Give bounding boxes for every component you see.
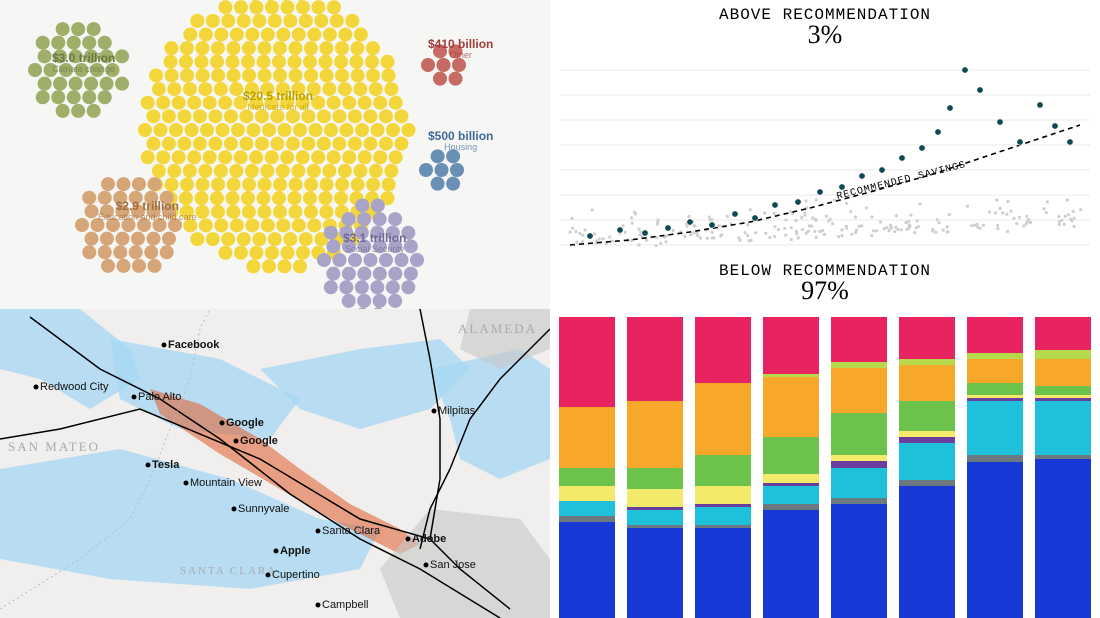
bar-segment-cyan — [967, 401, 1023, 455]
map-dot — [432, 409, 437, 414]
bar-segment-cyan — [695, 507, 751, 525]
bar-segment-yellow — [695, 486, 751, 504]
place-label: Campbell — [322, 599, 368, 611]
place-label: Tesla — [152, 459, 179, 471]
bar-segment-orange — [559, 407, 615, 467]
bar-segment-cyan — [1035, 401, 1091, 455]
map-dot — [184, 481, 189, 486]
bar-segment-pink — [831, 317, 887, 362]
bar-segment-blue — [763, 510, 819, 618]
place-label: Apple — [280, 545, 311, 557]
bar-segment-green — [763, 437, 819, 473]
bar-segment-blue — [559, 522, 615, 618]
place-label: Palo Alto — [138, 391, 181, 403]
map-dot — [274, 549, 279, 554]
bar-segment-lime — [1035, 350, 1091, 359]
bar-segment-green — [967, 383, 1023, 395]
bar-segment-orange — [831, 368, 887, 413]
panel-stacked-bars — [550, 309, 1100, 618]
bar-segment-pink — [967, 317, 1023, 353]
map-dot — [424, 563, 429, 568]
bar-segment-orange — [1035, 359, 1091, 386]
place-label: Adobe — [412, 533, 446, 545]
map-dot — [316, 529, 321, 534]
place-label: Milpitas — [438, 405, 475, 417]
scatter-pct-below: 97% — [550, 276, 1100, 306]
bar-segment-orange — [627, 401, 683, 467]
stacked-bar — [831, 317, 887, 618]
map-dot — [146, 463, 151, 468]
place-label: Facebook — [168, 339, 219, 351]
bar-segment-green — [899, 401, 955, 431]
bar-segment-pink — [1035, 317, 1091, 350]
place-label: Redwood City — [40, 381, 108, 393]
map-dot — [316, 603, 321, 608]
bar-segment-yellow — [627, 489, 683, 507]
bar-segment-orange — [695, 383, 751, 455]
bar-segment-cyan — [763, 486, 819, 504]
bar-segment-orange — [763, 377, 819, 437]
region-label: SANTA CLARA — [180, 565, 277, 577]
stacked-bar — [695, 317, 751, 618]
map-dot — [220, 421, 225, 426]
stacked-bar — [967, 317, 1023, 618]
map-dot — [34, 385, 39, 390]
stacked-bar — [763, 317, 819, 618]
bar-segment-orange — [967, 359, 1023, 383]
bar-segment-green — [831, 413, 887, 455]
bar-segment-blue — [627, 528, 683, 618]
packed-circles-svg — [0, 0, 550, 309]
panel-scatter: ABOVE RECOMMENDATION 3% RECOMMENDED SAVI… — [550, 0, 1100, 309]
stacked-bars-container — [550, 317, 1100, 618]
bar-segment-pink — [695, 317, 751, 383]
map-dot — [162, 343, 167, 348]
place-label: Google — [226, 417, 264, 429]
bar-segment-blue — [695, 528, 751, 618]
bar-segment-blue — [899, 486, 955, 618]
bar-segment-orange — [899, 365, 955, 401]
bar-segment-cyan — [627, 510, 683, 525]
bar-segment-pink — [899, 317, 955, 359]
place-label: Cupertino — [272, 569, 320, 581]
map-dot — [132, 395, 137, 400]
place-label: Google — [240, 435, 278, 447]
place-label: Sunnyvale — [238, 503, 289, 515]
bar-segment-green — [695, 455, 751, 485]
region-label: ALAMEDA — [458, 321, 537, 337]
stacked-bar — [899, 317, 955, 618]
bar-segment-yellow — [763, 474, 819, 483]
map-dot — [232, 507, 237, 512]
place-label: San Jose — [430, 559, 476, 571]
stacked-bar — [627, 317, 683, 618]
panel-packed-circles: $20.5 trillionMedicare for all$3.0 trill… — [0, 0, 550, 309]
chart-grid: $20.5 trillionMedicare for all$3.0 trill… — [0, 0, 1100, 618]
bar-segment-green — [1035, 386, 1091, 395]
bar-segment-cyan — [831, 468, 887, 498]
region-label: SAN MATEO — [8, 439, 100, 455]
bar-segment-green — [559, 468, 615, 486]
stacked-bar — [1035, 317, 1091, 618]
bar-segment-pink — [627, 317, 683, 401]
bar-segment-cyan — [559, 501, 615, 516]
map-dot — [406, 537, 411, 542]
stacked-bar — [559, 317, 615, 618]
bar-segment-pink — [559, 317, 615, 407]
bar-segment-cyan — [899, 443, 955, 479]
place-label: Mountain View — [190, 477, 262, 489]
bar-segment-blue — [831, 504, 887, 618]
panel-map: SAN MATEO SANTA CLARA ALAMEDA Facebook Redwo… — [0, 309, 550, 618]
bar-segment-yellow — [559, 486, 615, 501]
map-dot — [266, 573, 271, 578]
bar-segment-pink — [763, 317, 819, 374]
bar-segment-green — [627, 468, 683, 489]
bar-segment-blue — [967, 462, 1023, 618]
map-dot — [234, 439, 239, 444]
place-label: Santa Clara — [322, 525, 380, 537]
bar-segment-blue — [1035, 459, 1091, 618]
